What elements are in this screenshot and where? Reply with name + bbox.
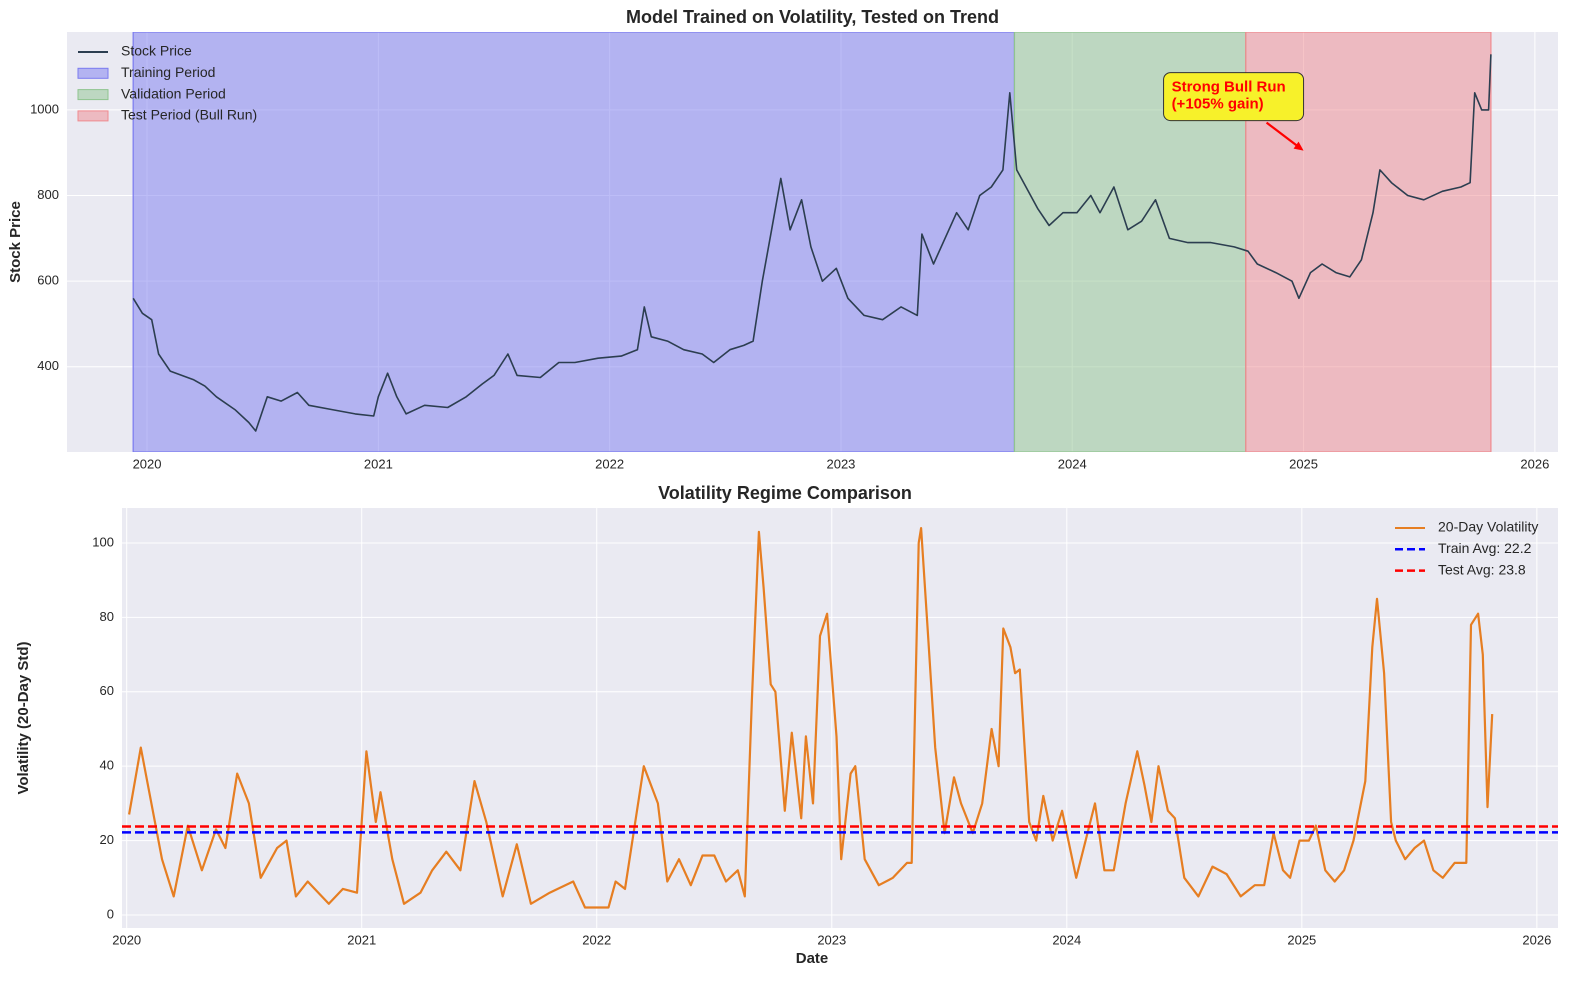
y-tick-label: 100 xyxy=(92,534,114,549)
data-line xyxy=(128,527,1494,909)
x-tick-label: 2025 xyxy=(1287,932,1316,947)
arrow-head xyxy=(1293,141,1304,151)
y-tick-label: 0 xyxy=(107,906,114,921)
y-tick-label: 400 xyxy=(37,358,59,373)
data-line xyxy=(132,54,1492,432)
y-tick-label: 40 xyxy=(100,758,114,773)
x-tick-label: 2020 xyxy=(112,932,141,947)
y-tick-label: 20 xyxy=(100,832,114,847)
x-tick-label: 2024 xyxy=(1058,456,1087,471)
y-tick-label: 60 xyxy=(100,683,114,698)
annotation-arrow xyxy=(1265,121,1301,149)
legend-label: Training Period xyxy=(121,64,215,80)
x-tick-label: 2022 xyxy=(582,932,611,947)
x-tick-label: 2020 xyxy=(133,456,162,471)
chart-title: Model Trained on Volatility, Tested on T… xyxy=(626,7,999,27)
x-tick-label: 2024 xyxy=(1052,932,1081,947)
y-tick-label: 800 xyxy=(37,187,59,202)
y-axis-label: Volatility (20-Day Std) xyxy=(15,641,32,794)
y-tick-label: 80 xyxy=(100,609,114,624)
legend-label: Validation Period xyxy=(121,85,226,101)
chart-title: Volatility Regime Comparison xyxy=(658,483,912,503)
y-tick-label: 1000 xyxy=(30,101,59,116)
annotation-text: Strong Bull Run xyxy=(1172,79,1286,96)
period-span xyxy=(132,32,1016,452)
x-tick-label: 2026 xyxy=(1520,456,1549,471)
y-tick-label: 600 xyxy=(37,273,59,288)
legend-label: Train Avg: 22.2 xyxy=(1438,540,1532,556)
legend-swatch xyxy=(77,67,109,79)
x-tick-label: 2022 xyxy=(595,456,624,471)
x-tick-label: 2026 xyxy=(1522,932,1551,947)
y-axis-label: Stock Price xyxy=(7,201,24,283)
annotation-text: (+105% gain) xyxy=(1172,96,1264,113)
legend-label: Test Period (Bull Run) xyxy=(121,107,257,123)
x-tick-label: 2021 xyxy=(347,932,376,947)
annotation-box xyxy=(1163,72,1305,122)
legend-label: 20-Day Volatility xyxy=(1438,519,1538,535)
x-axis-label: Date xyxy=(796,950,829,967)
x-tick-label: 2025 xyxy=(1289,456,1318,471)
x-tick-label: 2021 xyxy=(364,456,393,471)
x-tick-label: 2023 xyxy=(817,932,846,947)
legend-swatch xyxy=(77,89,109,101)
legend-label: Stock Price xyxy=(121,43,192,59)
x-tick-label: 2023 xyxy=(826,456,855,471)
legend-swatch xyxy=(77,110,109,122)
plot-area xyxy=(122,508,1558,928)
plot-content xyxy=(122,527,1558,909)
legend-label: Test Avg: 23.8 xyxy=(1438,561,1526,577)
plot-content xyxy=(132,32,1492,452)
